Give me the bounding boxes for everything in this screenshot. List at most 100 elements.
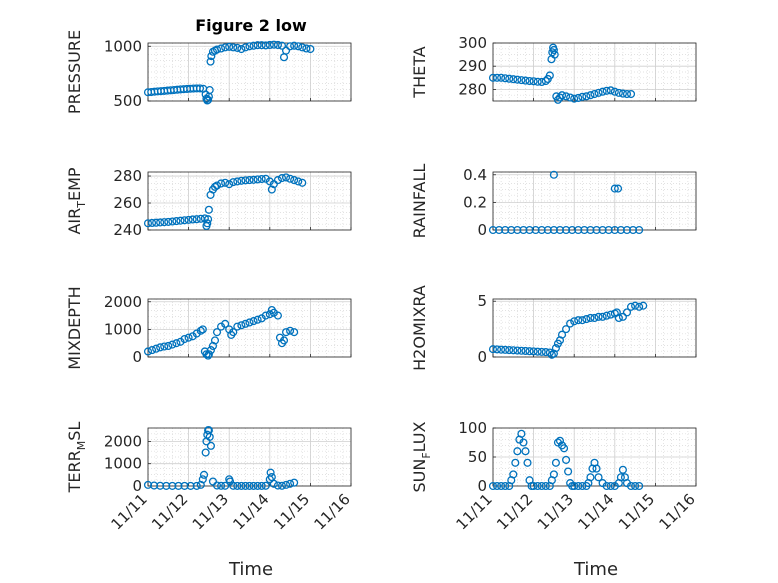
data-point xyxy=(192,481,201,490)
data-point xyxy=(626,302,636,311)
data-point xyxy=(265,310,274,319)
data-point xyxy=(281,328,291,337)
data-point xyxy=(550,50,559,59)
data-point xyxy=(212,481,222,490)
data-point xyxy=(602,86,611,95)
data-point xyxy=(206,57,215,66)
y-tick-label: 5 xyxy=(477,292,487,310)
data-point xyxy=(497,73,506,82)
data-point xyxy=(533,77,542,86)
data-point xyxy=(525,225,534,235)
data-point xyxy=(495,225,504,235)
data-point xyxy=(570,317,579,326)
data-point xyxy=(245,176,254,185)
data-point xyxy=(555,225,565,235)
data-point xyxy=(543,225,552,235)
data-point xyxy=(501,345,510,354)
data-point xyxy=(533,347,542,356)
data-point xyxy=(578,316,587,325)
figure-title: Figure 2 low xyxy=(195,16,307,35)
data-point xyxy=(497,481,506,491)
data-point xyxy=(203,219,212,228)
data-point xyxy=(580,225,589,235)
y-tick-label: 0 xyxy=(477,477,487,495)
data-point xyxy=(622,308,632,317)
data-point xyxy=(517,429,526,438)
data-point xyxy=(267,185,276,194)
data-point xyxy=(206,441,215,450)
data-point xyxy=(217,179,226,188)
subplot-2: 280 290 300 THETA xyxy=(410,34,697,104)
data-point xyxy=(253,41,262,50)
data-point xyxy=(208,477,218,486)
y-tick-label: 2000 xyxy=(104,432,142,450)
data-point xyxy=(639,301,648,310)
data-point xyxy=(521,346,530,356)
data-point xyxy=(148,218,157,228)
data-point xyxy=(172,339,181,348)
data-point xyxy=(590,313,599,323)
data-point xyxy=(574,481,583,491)
data-point xyxy=(541,76,550,86)
data-point xyxy=(269,40,278,49)
data-point xyxy=(598,225,607,235)
data-point xyxy=(261,311,270,320)
data-point xyxy=(618,89,627,98)
data-point xyxy=(586,225,595,235)
data-point xyxy=(529,77,538,86)
x-axis-label-left: Time xyxy=(228,559,273,580)
data-point xyxy=(186,481,195,490)
data-point xyxy=(541,481,550,491)
y-axis-label: MIXDEPTH xyxy=(65,286,84,369)
data-point xyxy=(156,481,165,490)
data-point xyxy=(559,444,569,453)
data-point xyxy=(212,181,222,190)
data-point xyxy=(249,41,258,50)
data-point xyxy=(205,432,214,441)
data-point xyxy=(592,225,601,235)
data-point xyxy=(162,481,171,490)
axes-box xyxy=(147,171,352,231)
data-point xyxy=(180,334,189,344)
data-point xyxy=(626,481,636,491)
data-point xyxy=(586,473,595,482)
axes-box xyxy=(147,427,352,487)
data-point xyxy=(618,465,627,474)
data-point xyxy=(513,75,522,84)
data-point xyxy=(229,178,238,187)
y-axis-label: PRESSURE xyxy=(65,30,84,114)
data-point xyxy=(277,174,287,183)
data-point xyxy=(237,321,246,330)
data-point xyxy=(545,348,554,357)
data-point xyxy=(622,225,632,235)
data-point xyxy=(497,345,506,354)
data-point xyxy=(513,346,522,355)
data-point xyxy=(294,42,303,51)
data-point xyxy=(160,342,169,351)
data-point xyxy=(592,464,601,473)
data-point xyxy=(574,316,583,325)
data-point xyxy=(203,430,212,439)
data-point xyxy=(241,481,250,490)
data-point xyxy=(521,447,530,456)
data-point xyxy=(501,74,510,83)
subplot-3: 240 260 280 AIRTEMP xyxy=(65,167,352,239)
data-point xyxy=(207,52,216,61)
data-point xyxy=(537,225,546,235)
data-point xyxy=(273,481,282,490)
data-point xyxy=(513,225,522,235)
data-point xyxy=(206,346,215,355)
data-point xyxy=(205,86,214,95)
data-point xyxy=(184,215,193,224)
data-point xyxy=(233,43,242,52)
data-point xyxy=(195,84,205,93)
data-point xyxy=(509,346,518,355)
data-point xyxy=(221,178,230,187)
data-point xyxy=(184,333,193,342)
data-point xyxy=(233,322,242,331)
data-point xyxy=(553,95,563,104)
data-point xyxy=(257,174,266,184)
data-point xyxy=(269,180,278,189)
y-axis-label: SUNFLUX xyxy=(410,421,433,492)
data-point xyxy=(509,470,518,479)
